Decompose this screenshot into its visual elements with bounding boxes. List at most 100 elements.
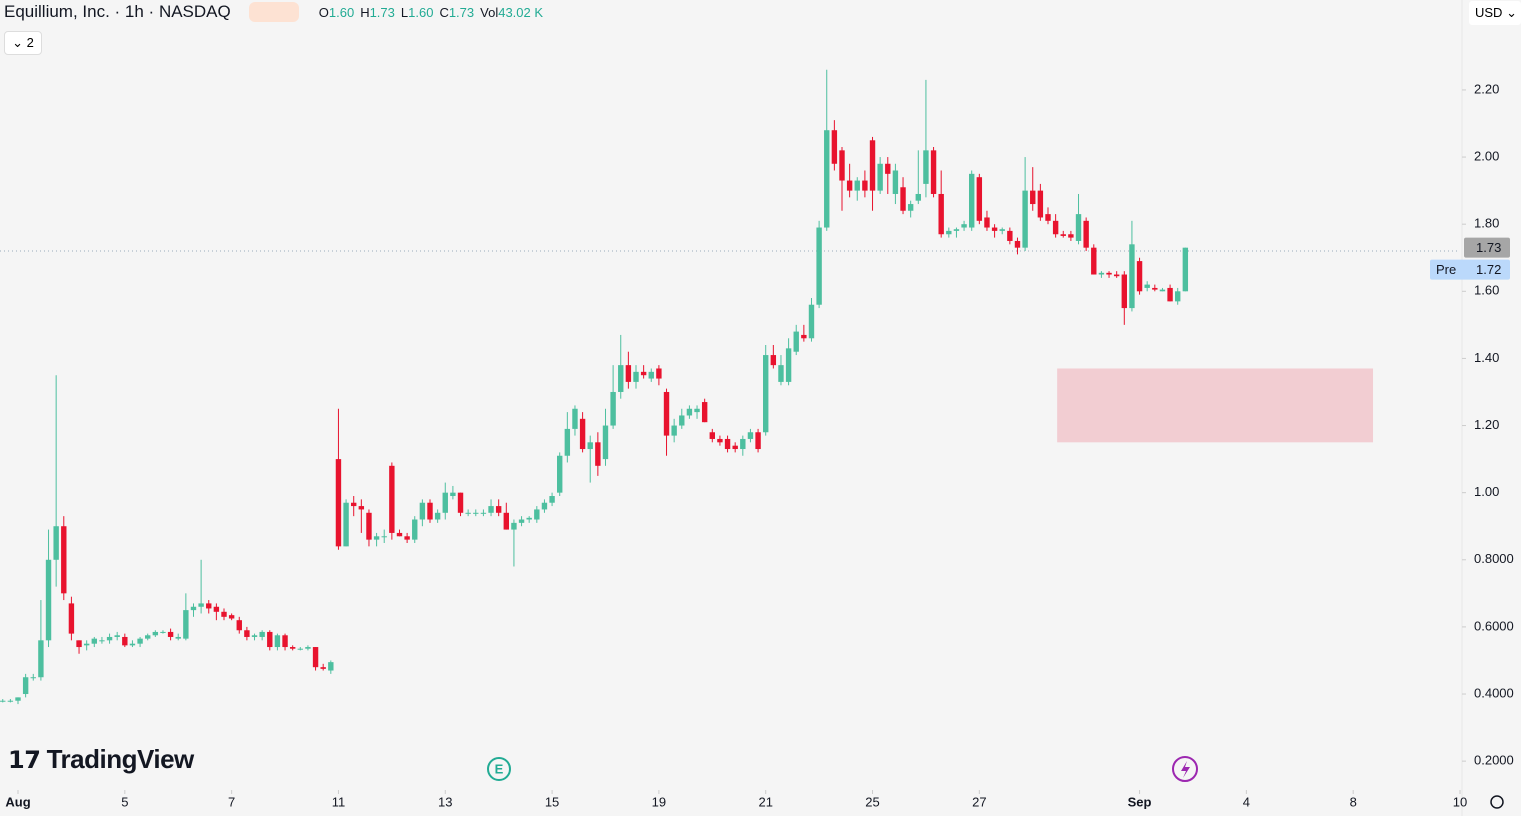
- candle-body: [579, 418, 586, 450]
- candle-body: [938, 193, 944, 235]
- candle-body: [946, 230, 952, 235]
- candle-body: [785, 348, 792, 382]
- x-tick-label: 7: [228, 794, 235, 809]
- candle-body: [297, 648, 304, 650]
- candle-body: [801, 334, 807, 339]
- candle-body: [1167, 287, 1173, 302]
- x-tick-label: 4: [1243, 794, 1250, 809]
- currency: USD: [1475, 5, 1503, 20]
- ohlc-label: H: [360, 4, 370, 20]
- candle-body: [839, 150, 845, 181]
- candle-body: [137, 638, 143, 644]
- candle-body: [450, 492, 456, 497]
- candle-body: [534, 509, 540, 520]
- candle-body: [885, 163, 891, 174]
- x-tick-label: 25: [865, 794, 879, 809]
- candle-body: [1136, 261, 1143, 292]
- candle-body: [763, 355, 769, 433]
- candle-body: [30, 677, 36, 679]
- candle-body: [38, 640, 44, 678]
- event-bolt: [1181, 761, 1190, 778]
- pre-price-tag: [1430, 259, 1510, 280]
- candle-body: [694, 408, 700, 413]
- candle-body: [15, 697, 21, 701]
- candle-body: [122, 636, 128, 646]
- candle-body: [930, 150, 937, 194]
- candle-body: [190, 606, 197, 611]
- x-tick-label: 11: [332, 794, 346, 809]
- candle-body: [1083, 220, 1089, 248]
- y-tick-label: 1.40: [1474, 350, 1499, 365]
- candle-body: [129, 643, 136, 646]
- x-tick-label: 19: [652, 794, 666, 809]
- candle-body: [495, 506, 502, 513]
- candle-body: [1182, 247, 1189, 292]
- candle-body: [1022, 190, 1028, 248]
- candle-body: [923, 150, 929, 184]
- candle-body: [793, 331, 799, 352]
- earnings-icon[interactable]: [487, 757, 511, 781]
- candle-body: [244, 630, 250, 637]
- candle-body: [656, 368, 662, 379]
- candle-body: [1014, 240, 1021, 248]
- candle-body: [373, 536, 380, 540]
- currency-button[interactable]: USD ⌄: [1468, 0, 1521, 26]
- candle-body: [1045, 214, 1051, 221]
- candle-body: [640, 371, 647, 376]
- candle-body: [831, 130, 838, 164]
- indicator-toggle[interactable]: ⌄ 2: [4, 31, 42, 55]
- candle-body: [312, 647, 319, 668]
- candle-body: [228, 615, 235, 619]
- event-icon[interactable]: [1172, 756, 1198, 782]
- candle-body: [969, 173, 975, 228]
- candle-body: [747, 432, 754, 439]
- ohlc-value: 1.73: [369, 4, 395, 20]
- candle-body: [1075, 214, 1082, 241]
- candle-body: [1060, 234, 1066, 236]
- candle-body: [999, 229, 1005, 231]
- settings-icon[interactable]: [1490, 795, 1504, 809]
- x-tick-label: 27: [972, 794, 986, 809]
- ohlc-value: 1.60: [408, 4, 434, 20]
- candle-body: [778, 365, 784, 382]
- candle-body: [167, 631, 174, 637]
- candle-body: [1052, 220, 1059, 235]
- candle-body: [686, 408, 693, 416]
- x-tick-label: 21: [758, 794, 772, 809]
- candle-body: [709, 432, 715, 439]
- earnings-label[interactable]: E: [495, 761, 504, 776]
- candle-body: [0, 700, 6, 702]
- candle-body: [602, 425, 609, 460]
- candle-body: [892, 170, 899, 194]
- candle-body: [22, 677, 29, 695]
- candle-body: [869, 140, 876, 191]
- candle-body: [618, 365, 624, 392]
- symbol-title[interactable]: Equillium, Inc. · 1h · NASDAQ: [4, 2, 231, 21]
- y-tick-label: 1.00: [1474, 484, 1499, 499]
- indicator-count: 2: [26, 35, 34, 50]
- candle-body: [259, 631, 265, 637]
- candle-body: [358, 506, 365, 510]
- candle-body: [541, 502, 548, 510]
- candle-body: [221, 611, 227, 617]
- candle-body: [434, 512, 441, 520]
- candle-body: [900, 187, 906, 211]
- candle-body: [518, 519, 525, 523]
- candle-body: [587, 442, 593, 450]
- candle-body: [907, 204, 914, 211]
- session-badge[interactable]: [248, 2, 299, 22]
- candle-body: [1106, 272, 1112, 275]
- candle-body: [1159, 289, 1166, 292]
- candle-body: [1121, 274, 1127, 309]
- candle-body: [251, 635, 258, 637]
- candle-body: [267, 631, 273, 648]
- candle-body: [1037, 190, 1044, 218]
- candle-body: [625, 365, 632, 382]
- candle-body: [526, 517, 532, 520]
- candle-body: [236, 620, 242, 631]
- candle-body: [366, 512, 372, 540]
- candle-body: [1098, 272, 1105, 275]
- y-tick-label: 1.80: [1474, 216, 1499, 231]
